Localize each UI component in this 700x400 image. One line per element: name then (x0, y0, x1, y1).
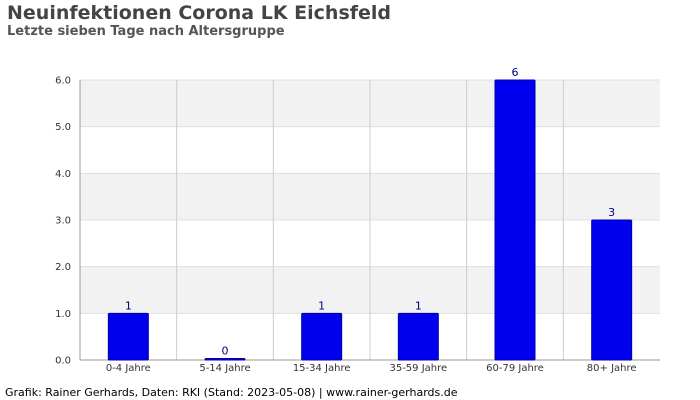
data-label: 0 (222, 345, 229, 358)
x-tick-label: 80+ Jahre (587, 363, 637, 374)
x-tick-label: 5-14 Jahre (199, 363, 250, 374)
y-tick-label: 6.0 (55, 76, 71, 87)
data-label: 1 (415, 299, 422, 312)
y-tick-label: 5.0 (55, 122, 71, 133)
chart-subtitle: Letzte sieben Tage nach Altersgruppe (7, 24, 285, 39)
bar (107, 312, 149, 361)
x-tick-label: 0-4 Jahre (106, 363, 151, 374)
source-footer: Grafik: Rainer Gerhards, Daten: RKI (Sta… (5, 386, 458, 399)
y-tick-label: 4.0 (55, 169, 71, 180)
x-tick-label: 15-34 Jahre (293, 363, 351, 374)
bar (494, 79, 536, 361)
bar (301, 312, 343, 361)
data-label: 3 (608, 206, 615, 219)
chart-title: Neuinfektionen Corona LK Eichsfeld (7, 2, 392, 24)
bar (397, 312, 439, 361)
y-tick-label: 3.0 (55, 216, 71, 227)
y-tick-label: 0.0 (55, 356, 71, 367)
x-tick-label: 60-79 Jahre (486, 363, 544, 374)
data-label: 6 (512, 66, 519, 79)
data-label: 1 (318, 299, 325, 312)
y-tick-label: 1.0 (55, 309, 71, 320)
x-tick-label: 35-59 Jahre (389, 363, 447, 374)
bar (591, 219, 633, 361)
y-tick-label: 2.0 (55, 262, 71, 273)
bar (204, 358, 246, 361)
data-label: 1 (125, 299, 132, 312)
